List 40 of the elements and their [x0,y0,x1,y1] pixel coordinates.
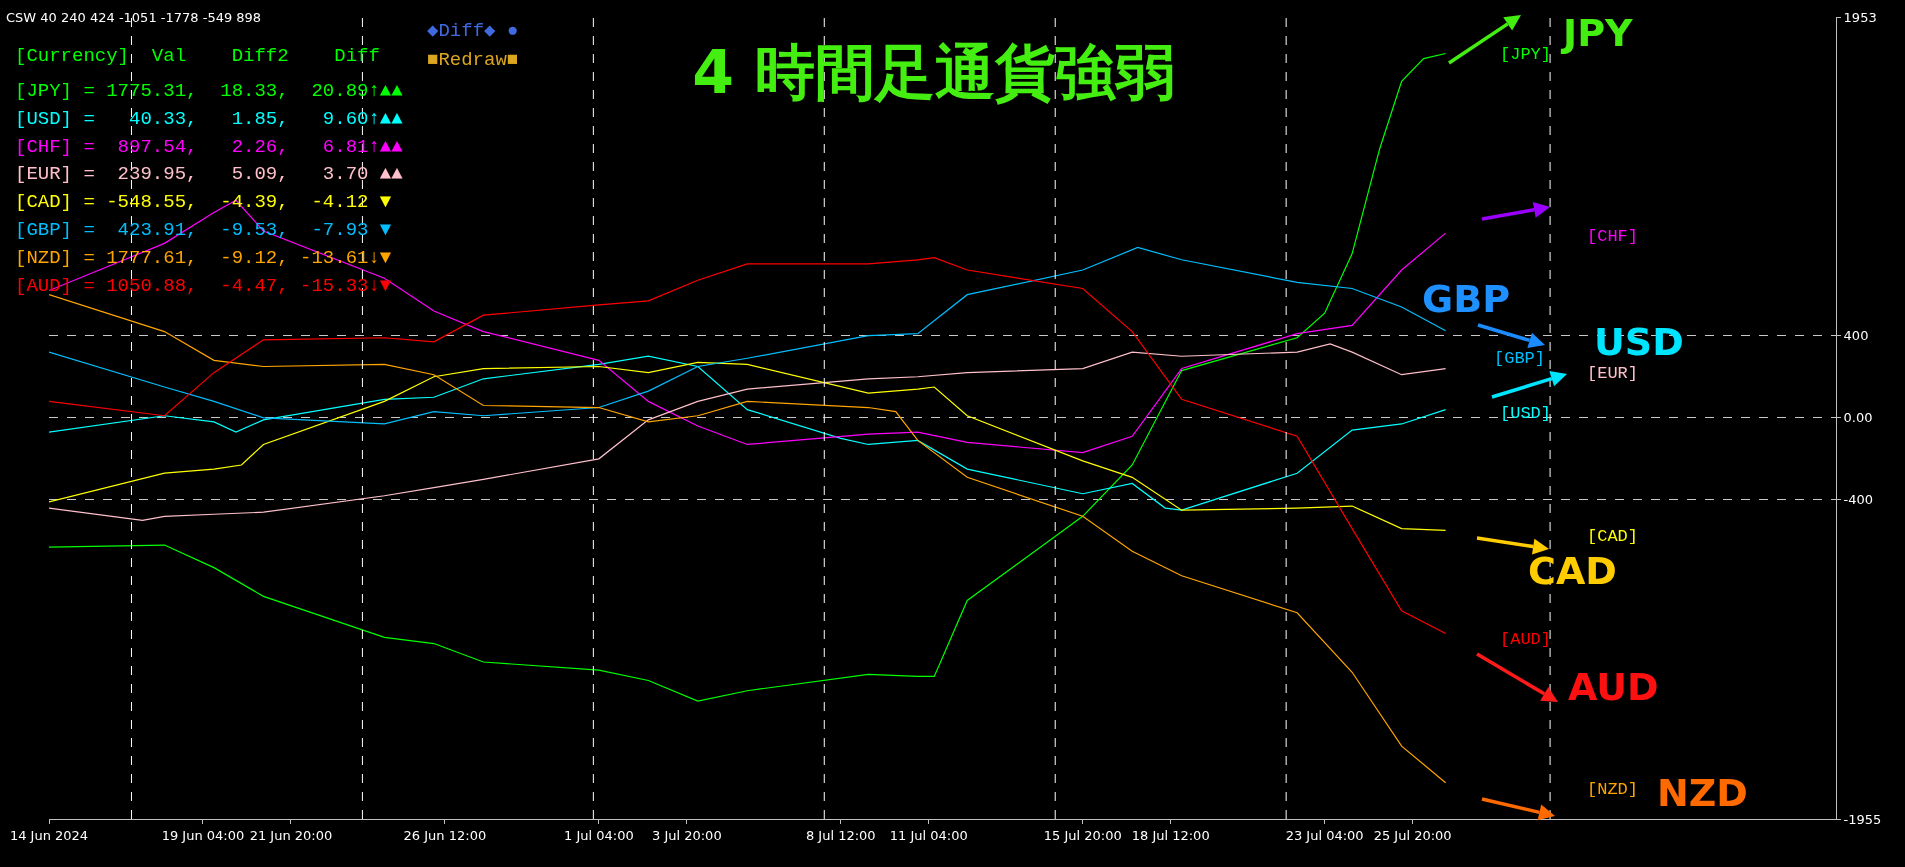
y-tick-label: 0.00 [1843,410,1873,426]
x-tick-label: 21 Jun 20:00 [249,827,333,843]
annotation: CSW 40 240 424 -1051 -1778 -549 898 [6,10,262,25]
annotation: [AUD] [1500,630,1552,649]
annotation: [NZD] [1587,780,1639,799]
annotation: CAD [1528,549,1617,593]
annotation: [USD] [1500,404,1552,423]
annotation: JPY [1560,11,1633,55]
annotation: [EUR] [1587,364,1639,383]
x-tick-label: 14 Jun 2024 [9,827,89,843]
x-tick-label: 11 Jul 04:00 [889,827,968,843]
x-tick-label: 15 Jul 20:00 [1043,827,1122,843]
y-tick-label: -400 [1843,492,1874,508]
annotation: ■Redraw■ [427,49,519,71]
x-tick-label: 26 Jun 12:00 [403,827,487,843]
annotation: [GBP] [1494,349,1546,368]
annotation: [CAD] [1587,527,1639,546]
annotation: [Currency] Val Diff2 Diff [15,45,380,67]
y-tick-label: -1955 [1843,811,1882,827]
annotation: [USD] = 40.33, 1.85, 9.60↑▲▲ [15,108,404,130]
x-tick-label: 19 Jun 04:00 [161,827,245,843]
annotation: USD [1594,320,1684,364]
annotation: [CHF] [1587,227,1639,246]
x-tick-label: 3 Jul 20:00 [651,827,722,843]
annotation: AUD [1568,665,1659,709]
x-tick-label: 25 Jul 20:00 [1373,827,1452,843]
annotation: NZD [1657,771,1748,815]
annotation: ◆Diff◆ ● [427,20,519,42]
annotation: [EUR] = 239.95, 5.09, 3.70 ▲▲ [15,163,404,185]
annotation: GBP [1422,277,1511,321]
x-tick-label: 1 Jul 04:00 [564,827,634,843]
y-tick-label: 400 [1843,328,1869,344]
annotation: [JPY] = 1775.31, 18.33, 20.89↑▲▲ [15,80,404,102]
chart-title: 4 時間足通貨強弱 [692,36,1175,107]
line-series [49,361,1447,532]
x-tick-label: 18 Jul 12:00 [1131,827,1210,843]
x-tick-label: 23 Jul 04:00 [1285,827,1364,843]
x-tick-label: 8 Jul 12:00 [805,827,876,843]
annotation: [JPY] [1500,45,1552,64]
y-tick-label: 1953 [1843,9,1877,25]
